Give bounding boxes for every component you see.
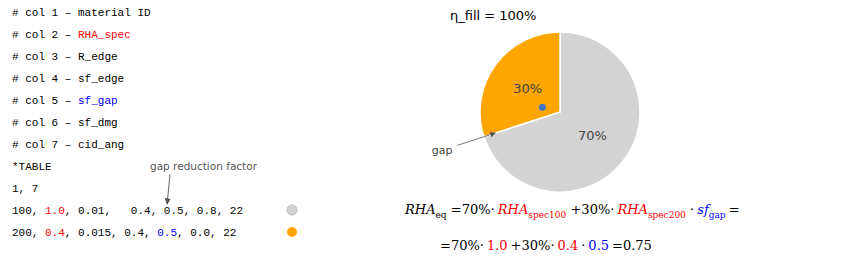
formula-part: = (729, 202, 740, 217)
code-text: 1.0 (45, 205, 65, 217)
code-text: 100, (12, 205, 45, 217)
formula-part: =70%· (451, 202, 495, 217)
code-text: cid_ang (78, 139, 124, 151)
formula-text: = (729, 202, 740, 217)
formula-text: =0.75 (612, 238, 652, 253)
formula-text: =70%· (440, 238, 484, 253)
code-text: # col 2 – (12, 29, 78, 41)
formula-text: +30%· (570, 202, 614, 217)
code-text: RHA_spec (78, 29, 131, 41)
formula-text: +30%· (511, 238, 555, 253)
annotation: gap reduction factor (150, 160, 258, 172)
formula-subscript: spec100 (528, 210, 566, 220)
code-text: sf_gap (78, 95, 118, 107)
formula-text: RHA (404, 202, 436, 217)
formula-text: =70%· (451, 202, 495, 217)
formula-part: +30%· (570, 202, 614, 217)
chart: # col 1 – material ID# col 2 – RHA_spec#… (0, 0, 847, 268)
formula-text: · (581, 238, 585, 253)
material-dot (287, 227, 297, 237)
code-text: # col 1 – material ID (12, 7, 151, 19)
formula-subscript: eq (436, 210, 447, 220)
formula-subscript: gap (709, 210, 726, 220)
point-marker (539, 104, 546, 111)
annotation-arrow (167, 174, 170, 204)
formula-part: · (690, 202, 694, 217)
formula-part: +30%· (511, 238, 555, 253)
formula-text: 0.5 (588, 238, 609, 253)
formula-part: sfgap (697, 202, 726, 220)
pie: 70% 30% (480, 32, 640, 192)
formula-part: · (581, 238, 585, 253)
annotation: gap (432, 144, 453, 157)
code-text: , 0.0, 22 (177, 227, 236, 239)
code-text: *TABLE (12, 161, 52, 173)
annotation-arrow (457, 133, 495, 145)
code-text: # col 6 – (12, 117, 78, 129)
formula-part: =70%· (440, 238, 484, 253)
formula-part: RHAspec200 (616, 202, 686, 220)
code-text: # col 4 – (12, 73, 78, 85)
formula-text: 0.4 (558, 238, 579, 253)
formula-part: 1.0 (487, 238, 508, 253)
material-dot (287, 205, 297, 215)
formula-text: 1.0 (487, 238, 508, 253)
code-text: 200, (12, 227, 45, 239)
code-text: # col 3 – (12, 51, 78, 63)
code-panel: # col 1 – material ID# col 2 – RHA_spec#… (12, 7, 297, 239)
formula-subscript: spec200 (648, 210, 686, 220)
formula-part: RHAeq (404, 202, 447, 220)
formula-part: RHAspec100 (497, 202, 567, 220)
formula-text: RHA (616, 202, 648, 217)
formula-part: =0.75 (612, 238, 652, 253)
code-text: R_edge (78, 51, 118, 63)
code-text: 1, 7 (12, 183, 38, 195)
code-text: sf_edge (78, 73, 124, 85)
code-text: # col 5 – (12, 95, 78, 107)
data-label: 30% (513, 81, 542, 96)
formula-text: · (690, 202, 694, 217)
code-text: # col 7 – (12, 139, 78, 151)
pie-slice (480, 32, 560, 137)
formula: RHAeq=70%·RHAspec100+30%·RHAspec200·sfga… (404, 202, 740, 253)
formula-part: 0.4 (558, 238, 579, 253)
formula-text: RHA (497, 202, 529, 217)
formula-part: 0.5 (588, 238, 609, 253)
code-text: , 0.01, 0.4, 0.5, 0.8, 22 (65, 205, 243, 217)
code-text: sf_dmg (78, 117, 118, 129)
code-text: 0.5 (157, 227, 177, 239)
code-text: , 0.015, 0.4, (65, 227, 157, 239)
data-label: 70% (578, 128, 607, 143)
code-text: 0.4 (45, 227, 65, 239)
title: η_fill = 100% (450, 8, 536, 23)
